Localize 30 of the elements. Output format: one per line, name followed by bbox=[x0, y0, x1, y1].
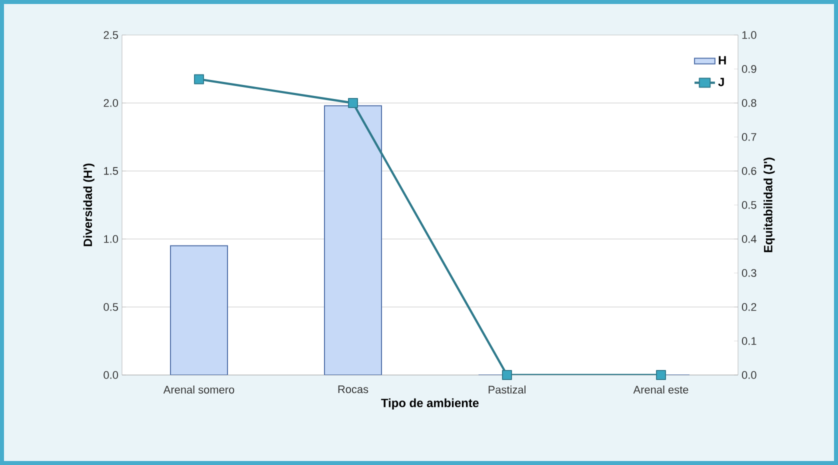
y-tick-label: 1.5 bbox=[104, 167, 118, 175]
y2-tick-label: 0.8 bbox=[742, 99, 756, 107]
x-tick-label: Arenal somero bbox=[163, 386, 234, 394]
y2-tick-label: 0.5 bbox=[742, 201, 756, 209]
y-tick-label: 1.0 bbox=[104, 235, 118, 243]
point bbox=[194, 74, 204, 84]
y2-tick-label: 0.0 bbox=[742, 371, 756, 379]
y2-tick-label: 0.6 bbox=[742, 167, 756, 175]
y2-tick-label: 0.4 bbox=[742, 235, 756, 243]
point bbox=[348, 98, 358, 108]
y-tick-label: 2.5 bbox=[104, 31, 118, 39]
y2-tick-label: 0.3 bbox=[742, 269, 756, 277]
y-axis-title: Diversidad (H') bbox=[83, 164, 94, 246]
point bbox=[502, 370, 512, 380]
legend-label: H bbox=[718, 56, 726, 64]
y-tick-label: 0.0 bbox=[104, 371, 118, 379]
y-tick-label: 2.0 bbox=[104, 99, 118, 107]
x-tick-label: Rocas bbox=[338, 386, 368, 394]
y2-tick-label: 0.9 bbox=[742, 65, 756, 73]
y2-axis-title: Equitabilidad (J') bbox=[764, 158, 775, 252]
y-tick-label: 0.5 bbox=[104, 303, 118, 311]
legend-label: J bbox=[718, 78, 724, 86]
y2-tick-label: 0.7 bbox=[742, 133, 756, 141]
x-axis-title: Tipo de ambiente bbox=[381, 398, 479, 410]
x-tick-label: Arenal este bbox=[633, 386, 688, 394]
x-tick-label: Pastizal bbox=[488, 386, 526, 394]
y2-tick-label: 0.2 bbox=[742, 303, 756, 311]
y2-tick-label: 1.0 bbox=[742, 31, 756, 39]
y2-tick-label: 0.1 bbox=[742, 337, 756, 345]
point bbox=[656, 370, 666, 380]
